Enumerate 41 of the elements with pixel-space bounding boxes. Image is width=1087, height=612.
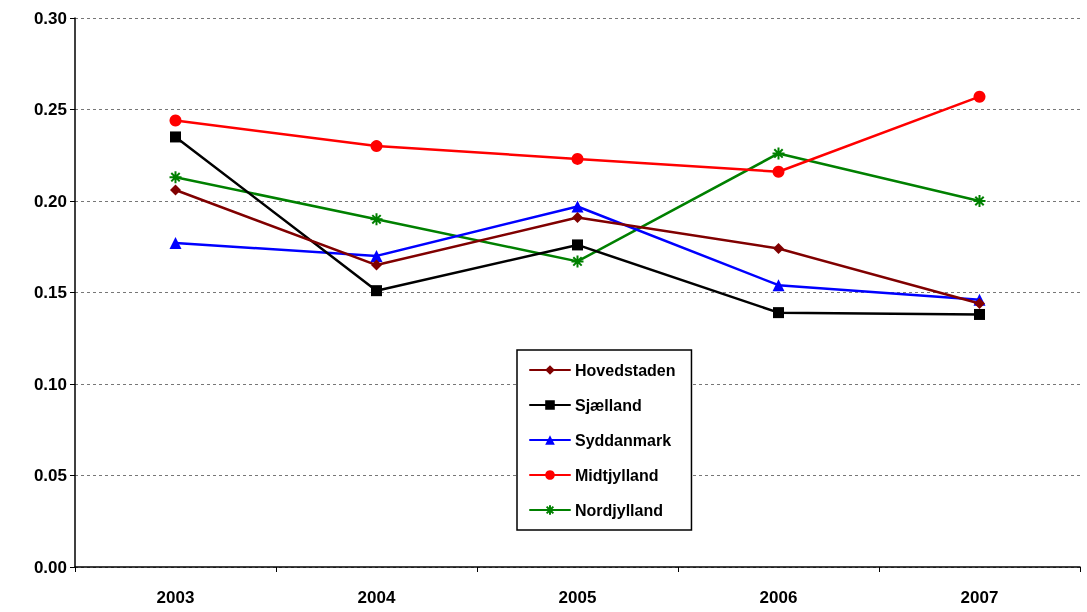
point	[371, 259, 382, 271]
point	[168, 170, 183, 185]
point	[572, 239, 583, 251]
legend-label: Syddanmark	[575, 431, 672, 449]
point	[974, 308, 985, 320]
y-tick-label: 0.25	[33, 100, 67, 119]
point	[169, 237, 182, 250]
x-tick-label: 2005	[558, 588, 597, 607]
point	[169, 114, 182, 127]
y-tick-label: 0.05	[33, 466, 67, 485]
x-tick-label: 2007	[960, 588, 999, 607]
legend-label: Nordjylland	[575, 501, 664, 519]
point	[170, 131, 181, 143]
legend-label: Sjælland	[575, 396, 642, 414]
point	[973, 90, 986, 103]
point	[972, 194, 987, 208]
point	[571, 200, 584, 213]
point	[170, 184, 181, 196]
point	[974, 297, 985, 309]
y-tick-label: 0.20	[33, 191, 67, 211]
point	[771, 146, 786, 161]
point	[370, 249, 383, 262]
y-tick-label: 0.10	[33, 374, 67, 394]
point	[370, 140, 383, 153]
y-tick-label: 0.30	[33, 8, 67, 28]
point	[570, 254, 585, 269]
point	[369, 212, 384, 227]
point	[772, 165, 785, 178]
point	[772, 279, 785, 292]
y-tick-label: 0.00	[33, 557, 67, 577]
point	[371, 285, 382, 297]
point	[571, 152, 584, 165]
legend-label: Hovedstaden	[575, 361, 676, 379]
x-tick-label: 2003	[156, 588, 195, 607]
point	[572, 211, 583, 223]
point	[773, 307, 784, 319]
x-tick-label: 2006	[759, 588, 798, 607]
legend-label: Midtjylland	[575, 466, 659, 484]
y-tick-label: 0.15	[33, 283, 67, 302]
point	[773, 243, 784, 255]
x-tick-label: 2004	[357, 588, 396, 607]
